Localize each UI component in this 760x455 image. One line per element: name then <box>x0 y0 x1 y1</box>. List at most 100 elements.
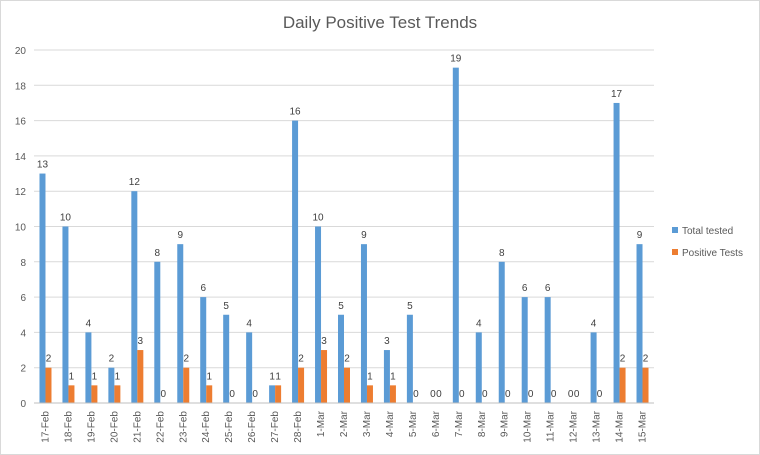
legend: Total tested Positive Tests <box>672 226 743 259</box>
bar-positive-tests <box>137 350 144 403</box>
data-label-total-tested: 1 <box>269 371 275 382</box>
x-tick-label: 10-Mar <box>523 410 534 442</box>
data-label-positive-tests: 0 <box>551 389 557 400</box>
data-label-total-tested: 8 <box>155 248 161 259</box>
y-tick-label: 6 <box>20 293 26 304</box>
data-label-positive-tests: 2 <box>643 354 649 365</box>
data-label-total-tested: 9 <box>361 230 367 241</box>
x-tick-label: 3-Mar <box>362 410 373 437</box>
chart-title: Daily Positive Test Trends <box>283 13 477 32</box>
bar-positive-tests <box>68 385 75 403</box>
x-tick-label: 17-Feb <box>40 411 51 443</box>
y-tick-label: 18 <box>15 81 27 92</box>
y-tick-label: 10 <box>15 223 27 234</box>
bar-total-tested <box>246 332 253 403</box>
bar-total-tested <box>613 102 620 403</box>
x-tick-label: 14-Mar <box>615 410 626 442</box>
data-label-positive-tests: 0 <box>229 389 235 400</box>
data-label-total-tested: 5 <box>407 301 413 312</box>
data-label-total-tested: 8 <box>499 248 505 259</box>
x-tick-label: 20-Feb <box>109 411 120 443</box>
bar-positive-tests <box>91 385 98 403</box>
data-label-total-tested: 4 <box>591 318 597 329</box>
bar-total-tested <box>177 244 184 403</box>
bar-total-tested <box>544 297 551 403</box>
data-label-total-tested: 2 <box>109 354 115 365</box>
x-tick-label: 6-Mar <box>431 410 442 437</box>
bar-total-tested <box>590 332 597 403</box>
bar-total-tested <box>292 120 299 403</box>
data-label-positive-tests: 1 <box>390 371 396 382</box>
bar-positive-tests <box>344 367 350 403</box>
data-label-total-tested: 9 <box>637 230 643 241</box>
data-label-positive-tests: 1 <box>275 371 281 382</box>
bar-positive-tests <box>275 385 282 403</box>
bar-positive-tests <box>298 367 305 403</box>
bar-positive-tests <box>183 367 190 403</box>
data-label-total-tested: 5 <box>338 301 344 312</box>
bar-total-tested <box>338 314 344 403</box>
bar-total-tested <box>406 314 413 403</box>
data-label-total-tested: 4 <box>86 318 92 329</box>
x-axis: 17-Feb 18-Feb 19-Feb 20-Feb 21-Feb 22-Feb 23-F… <box>34 402 654 443</box>
bar-total-tested <box>383 350 390 403</box>
data-label-total-tested: 4 <box>246 318 252 329</box>
x-tick-label: 23-Feb <box>178 411 189 443</box>
y-tick-label: 4 <box>20 328 26 339</box>
x-tick-label: 26-Feb <box>247 411 258 443</box>
data-label-positive-tests: 3 <box>138 336 144 347</box>
bar-total-tested <box>636 244 643 403</box>
data-label-positive-tests: 0 <box>252 389 258 400</box>
data-label-positive-tests: 0 <box>528 389 534 400</box>
data-label-total-tested: 6 <box>545 283 551 294</box>
bar-positive-tests <box>642 367 649 403</box>
bar-positive-tests <box>619 367 626 403</box>
data-label-positive-tests: 2 <box>344 354 350 365</box>
data-label-positive-tests: 0 <box>161 389 167 400</box>
x-tick-label: 24-Feb <box>201 411 212 443</box>
x-tick-label: 2-Mar <box>339 410 350 437</box>
bar-positive-tests <box>114 385 121 403</box>
bar-positive-tests <box>321 350 328 403</box>
x-tick-label: 1-Mar <box>316 410 327 437</box>
data-label-total-tested: 6 <box>200 283 206 294</box>
data-label-positive-tests: 0 <box>482 389 488 400</box>
y-tick-label: 20 <box>15 46 27 57</box>
data-label-total-tested: 0 <box>568 389 574 400</box>
data-label-total-tested: 12 <box>129 177 141 188</box>
x-tick-label: 15-Mar <box>638 410 649 442</box>
bar-positive-tests <box>366 385 373 403</box>
x-tick-label: 28-Feb <box>293 411 304 443</box>
x-tick-label: 19-Feb <box>86 411 97 443</box>
data-label-positive-tests: 2 <box>183 354 189 365</box>
x-tick-label: 27-Feb <box>270 411 281 443</box>
legend-swatch <box>672 249 678 255</box>
data-label-total-tested: 10 <box>60 213 72 224</box>
bar-total-tested <box>85 332 92 403</box>
x-tick-label: 18-Feb <box>63 411 74 443</box>
x-tick-label: 13-Mar <box>592 410 603 442</box>
bar-total-tested <box>498 261 505 403</box>
bar-total-tested <box>475 332 482 403</box>
data-label-positive-tests: 0 <box>413 389 419 400</box>
x-tick-label: 4-Mar <box>385 410 396 437</box>
x-tick-label: 8-Mar <box>477 410 488 437</box>
data-label-total-tested: 19 <box>450 54 462 65</box>
data-label-total-tested: 10 <box>312 213 324 224</box>
y-tick-label: 0 <box>20 399 26 410</box>
x-tick-label: 25-Feb <box>224 411 235 443</box>
data-label-positive-tests: 0 <box>459 389 465 400</box>
data-label-positive-tests: 3 <box>321 336 327 347</box>
data-label-total-tested: 9 <box>177 230 183 241</box>
legend-label: Total tested <box>682 226 733 237</box>
data-label-positive-tests: 0 <box>574 389 580 400</box>
data-label-positive-tests: 1 <box>92 371 98 382</box>
bar-total-tested <box>200 297 207 403</box>
data-label-positive-tests: 0 <box>436 389 442 400</box>
x-tick-label: 11-Mar <box>546 410 557 442</box>
y-tick-label: 8 <box>20 258 26 269</box>
data-label-total-tested: 0 <box>430 389 436 400</box>
legend-label: Positive Tests <box>682 248 743 259</box>
data-label-total-tested: 17 <box>611 89 623 100</box>
